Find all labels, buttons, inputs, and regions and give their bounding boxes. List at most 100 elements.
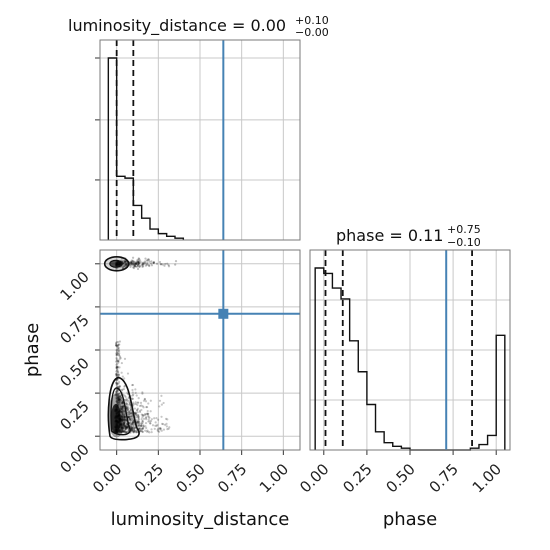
scatter-point: [116, 370, 119, 374]
scatter-point: [147, 412, 150, 415]
y-tick-label: 0.25: [56, 397, 92, 433]
scatter-point: [144, 257, 147, 260]
scatter-point: [121, 429, 124, 432]
scatter-point: [137, 413, 140, 417]
scatter-point: [134, 430, 137, 434]
scatter-point: [121, 409, 125, 413]
scatter-point: [120, 421, 123, 425]
scatter-point: [138, 404, 142, 408]
scatter-point: [144, 425, 147, 428]
scatter-point: [120, 424, 123, 427]
scatter-point: [121, 430, 124, 433]
scatter-point: [146, 412, 150, 416]
scatter-point: [132, 420, 135, 423]
scatter-point: [131, 427, 134, 430]
scatter-point: [148, 264, 151, 267]
phase-title-lower: −0.10: [447, 236, 481, 249]
scatter-point: [130, 428, 133, 431]
scatter-point: [131, 397, 134, 400]
scatter-point: [161, 422, 164, 425]
scatter-point: [121, 424, 124, 427]
scatter-point: [130, 412, 133, 415]
scatter-point: [116, 345, 119, 348]
scatter-point: [117, 393, 120, 396]
scatter-point: [127, 415, 130, 419]
scatter-point: [115, 366, 118, 369]
scatter-point: [121, 411, 124, 415]
scatter-point: [122, 387, 125, 391]
scatter-point: [137, 261, 140, 264]
scatter-point: [152, 261, 155, 264]
scatter-point: [121, 401, 124, 404]
scatter-point: [116, 390, 119, 393]
scatter-point: [162, 401, 165, 405]
scatter-point: [174, 260, 178, 263]
scatter-point: [119, 399, 122, 402]
scatter-point: [129, 420, 132, 423]
scatter-point: [115, 344, 118, 347]
scatter-point: [118, 352, 121, 355]
density-contour-inner: [110, 387, 131, 436]
scatter-point: [121, 401, 124, 404]
scatter-point: [140, 422, 143, 425]
scatter-point: [138, 265, 141, 268]
scatter-point: [135, 421, 138, 424]
scatter-point: [162, 423, 165, 426]
scatter-point: [128, 414, 131, 418]
scatter-point: [124, 429, 127, 432]
scatter-point: [115, 344, 118, 347]
scatter-point: [120, 415, 123, 418]
density-contour-outer: [107, 376, 140, 441]
scatter-point: [132, 265, 136, 268]
scatter-point: [137, 260, 140, 263]
scatter-point: [116, 398, 120, 402]
scatter-point: [122, 415, 125, 418]
scatter-point: [134, 388, 137, 391]
scatter-point: [141, 427, 144, 430]
scatter-point: [125, 397, 128, 401]
scatter-point: [127, 400, 130, 403]
scatter-point: [129, 413, 132, 416]
scatter-point: [135, 261, 138, 264]
scatter-point: [125, 408, 129, 411]
scatter-point: [131, 391, 134, 394]
scatter-point: [159, 427, 163, 430]
scatter-point: [127, 416, 130, 419]
scatter-point: [137, 418, 140, 421]
scatter-point: [133, 263, 136, 266]
scatter-point: [136, 414, 139, 417]
scatter-point: [134, 262, 137, 265]
scatter-point: [125, 426, 129, 429]
scatter-point: [149, 419, 153, 423]
scatter-point: [127, 416, 131, 419]
scatter-point: [130, 429, 134, 432]
scatter-point: [120, 418, 124, 421]
scatter-point: [122, 426, 125, 430]
scatter-point: [137, 257, 140, 260]
scatter-point: [125, 431, 128, 434]
scatter-point: [123, 416, 126, 419]
scatter-point: [123, 261, 126, 264]
scatter-point: [129, 418, 132, 422]
scatter-point: [115, 366, 118, 370]
scatter-point: [123, 419, 126, 422]
scatter-point: [137, 262, 140, 265]
scatter-point: [133, 402, 136, 406]
x-tick-label: 0.00: [296, 460, 332, 496]
scatter-point: [114, 267, 118, 270]
scatter-point: [135, 260, 138, 263]
scatter-point: [126, 407, 129, 410]
scatter-point: [115, 358, 118, 361]
scatter-point: [137, 420, 140, 423]
scatter-point: [126, 425, 129, 429]
scatter-point: [123, 260, 126, 263]
y-tick-label: 0.00: [56, 440, 92, 476]
scatter-point: [137, 397, 140, 400]
y-tick-label: 0.75: [56, 311, 92, 347]
scatter-point: [129, 261, 133, 264]
scatter-point: [117, 396, 121, 399]
scatter-point: [130, 423, 133, 426]
scatter-point: [120, 415, 123, 418]
scatter-point: [116, 392, 119, 395]
scatter-point: [115, 348, 118, 352]
